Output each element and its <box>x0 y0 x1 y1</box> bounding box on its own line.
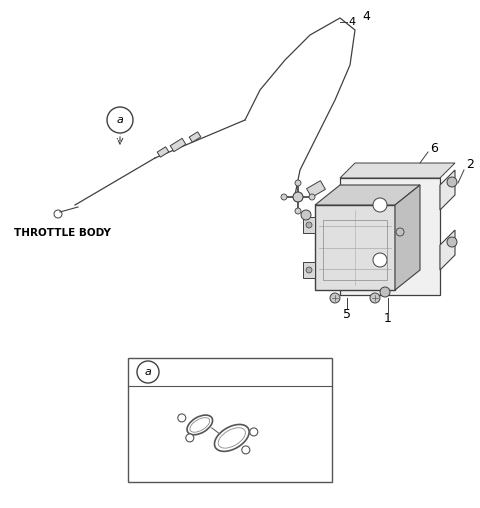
Circle shape <box>250 428 258 436</box>
Polygon shape <box>315 185 420 205</box>
Circle shape <box>295 180 301 186</box>
Circle shape <box>330 293 340 303</box>
Polygon shape <box>395 185 420 290</box>
Circle shape <box>373 253 387 267</box>
Circle shape <box>447 237 457 247</box>
Circle shape <box>301 210 311 220</box>
Text: THROTTLE BODY: THROTTLE BODY <box>14 228 111 238</box>
Circle shape <box>178 414 186 422</box>
Text: 3: 3 <box>230 365 239 379</box>
Polygon shape <box>440 230 455 270</box>
Text: 4: 4 <box>362 10 370 22</box>
Circle shape <box>306 267 312 273</box>
Polygon shape <box>440 170 455 210</box>
Polygon shape <box>303 262 315 278</box>
Polygon shape <box>303 217 315 233</box>
Circle shape <box>309 194 315 200</box>
Circle shape <box>370 293 380 303</box>
Text: 1: 1 <box>384 312 392 325</box>
Polygon shape <box>189 132 201 142</box>
Circle shape <box>186 434 194 442</box>
Text: a: a <box>144 367 151 377</box>
Circle shape <box>242 446 250 454</box>
Circle shape <box>306 222 312 228</box>
Text: 4: 4 <box>348 17 355 27</box>
Polygon shape <box>340 178 440 295</box>
Circle shape <box>396 228 404 236</box>
Text: 5: 5 <box>343 308 351 321</box>
Circle shape <box>281 194 287 200</box>
Polygon shape <box>170 138 186 152</box>
Text: 6: 6 <box>430 142 438 154</box>
Text: a: a <box>117 115 123 125</box>
Polygon shape <box>315 205 395 290</box>
Circle shape <box>293 192 303 202</box>
Circle shape <box>137 361 159 383</box>
Circle shape <box>447 177 457 187</box>
Text: 2: 2 <box>466 158 474 172</box>
Polygon shape <box>157 147 169 157</box>
Circle shape <box>380 287 390 297</box>
Circle shape <box>295 208 301 214</box>
Circle shape <box>107 107 133 133</box>
Polygon shape <box>307 181 325 197</box>
Circle shape <box>373 198 387 212</box>
Polygon shape <box>128 358 332 482</box>
Polygon shape <box>340 163 455 178</box>
